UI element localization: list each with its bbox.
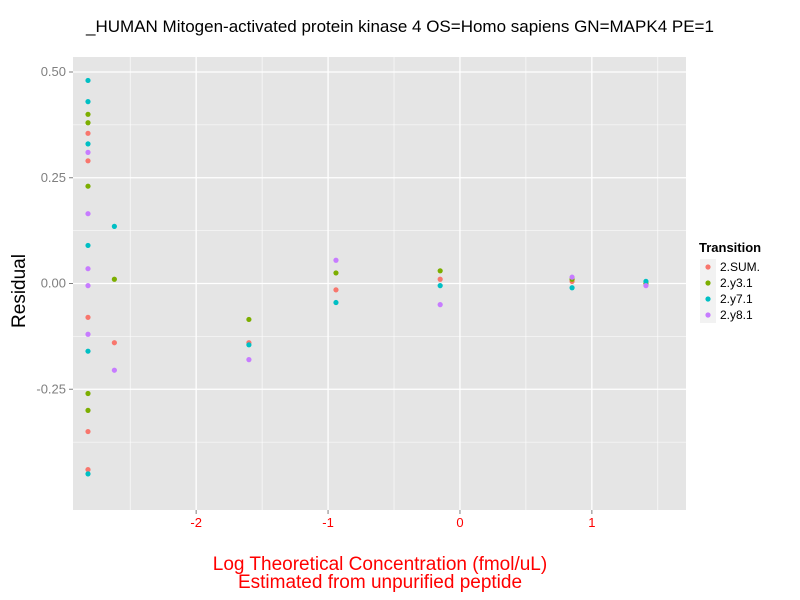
legend-swatch (705, 264, 711, 270)
y-tick-label: 0.25 (41, 170, 66, 185)
data-point (85, 183, 91, 189)
data-point (85, 348, 91, 354)
data-point (85, 242, 91, 249)
y-tick-label: -0.25 (36, 381, 66, 396)
chart-title: _HUMAN Mitogen-activated protein kinase … (85, 17, 714, 36)
legend-swatch (705, 312, 711, 318)
legend-label: 2.y8.1 (720, 308, 753, 322)
x-axis: -2 -1 0 1 (190, 510, 595, 530)
data-point (333, 270, 339, 276)
x-axis-label-line1: Log Theoretical Concentration (fmol/uL) (213, 554, 547, 575)
data-point (111, 223, 117, 229)
data-points (85, 77, 649, 477)
data-point (437, 276, 443, 282)
legend-label: 2.SUM. (720, 260, 760, 274)
data-point (85, 407, 91, 413)
data-point (643, 283, 649, 289)
data-point (85, 77, 91, 84)
data-point (85, 111, 91, 117)
data-point (85, 314, 91, 320)
data-point (333, 257, 339, 263)
data-point (85, 130, 91, 136)
data-point (85, 99, 91, 105)
data-point (85, 158, 91, 164)
data-point (246, 316, 252, 323)
y-tick-label: 0.00 (41, 276, 66, 291)
y-axis-label: Residual (9, 254, 30, 328)
legend-label: 2.y7.1 (720, 292, 753, 306)
data-point (111, 340, 117, 346)
data-point (333, 299, 339, 306)
legend-swatch (705, 280, 711, 286)
data-point (85, 428, 91, 435)
data-point (85, 283, 91, 289)
data-point (85, 120, 91, 126)
data-point (85, 467, 91, 473)
grid-lines (73, 57, 686, 510)
data-point (111, 367, 117, 373)
data-point (85, 331, 91, 337)
data-point (246, 357, 252, 363)
data-point (85, 141, 91, 147)
data-point (437, 283, 443, 289)
x-tick-label: 1 (588, 515, 595, 530)
legend-swatch (705, 296, 711, 302)
x-axis-label-line2: Estimated from unpurified peptide (238, 572, 522, 593)
legend-label: 2.y3.1 (720, 276, 753, 290)
data-point (85, 390, 91, 397)
x-tick-label: -1 (322, 515, 334, 530)
y-axis: -0.25 0.00 0.25 0.50 (36, 64, 73, 396)
legend-title: Transition (699, 240, 761, 255)
data-point (111, 276, 117, 282)
data-point (333, 287, 339, 293)
data-point (569, 274, 575, 280)
data-point (569, 285, 575, 291)
data-point (85, 149, 91, 155)
data-point (85, 211, 91, 217)
data-point (85, 471, 91, 477)
y-tick-label: 0.50 (41, 64, 66, 79)
data-point (643, 278, 649, 284)
data-point (246, 342, 252, 348)
data-point (437, 302, 443, 308)
legend: Transition 2.SUM. 2.y3.1 2.y7.1 2.y8.1 (699, 240, 761, 323)
data-point (85, 266, 91, 272)
x-tick-label: 0 (456, 515, 463, 530)
data-point (437, 268, 443, 274)
x-tick-label: -2 (190, 515, 202, 530)
